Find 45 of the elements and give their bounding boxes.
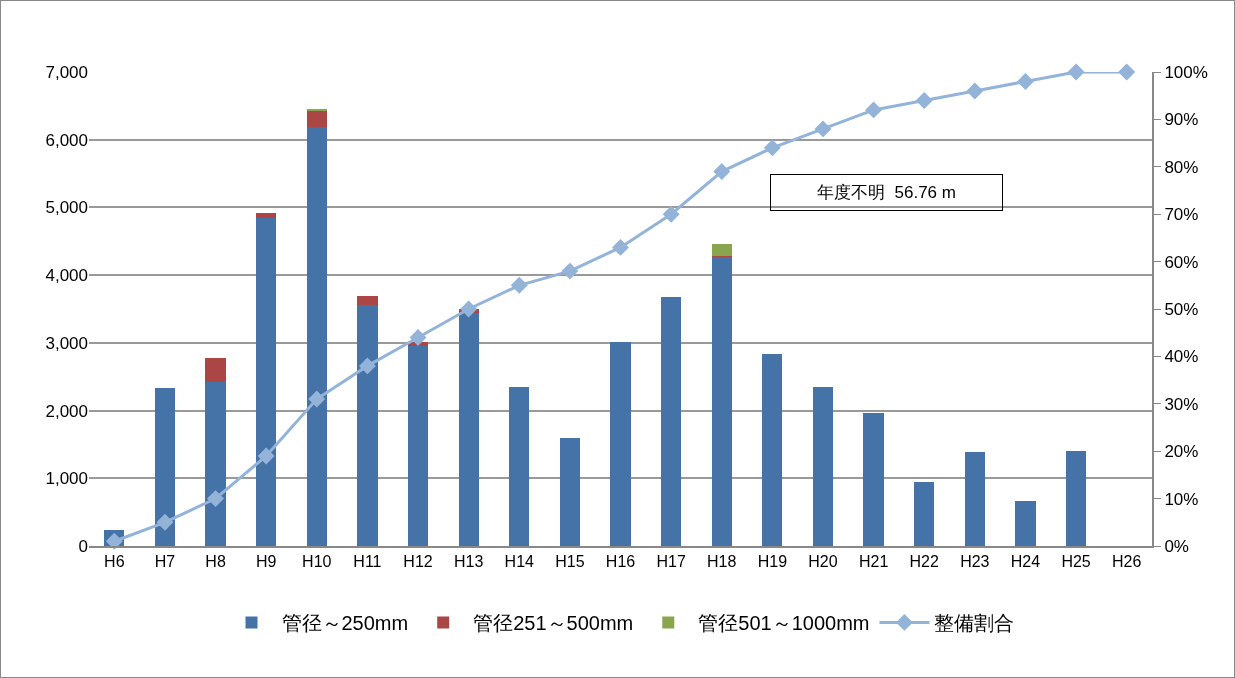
legend-label: 管径251～500mm (473, 612, 634, 635)
y-tick-label: 0 (78, 536, 88, 556)
x-tick-label: H14 (504, 553, 535, 571)
y-tick-label: 5,000 (45, 198, 88, 218)
y2-tick-label: 90% (1164, 110, 1199, 130)
y2-tick-label: 40% (1164, 347, 1199, 367)
x-tick-label: H16 (605, 553, 636, 571)
y2-tick-label: 80% (1164, 157, 1199, 177)
x-tick-label: H6 (104, 553, 125, 571)
x-tick-label: H19 (757, 553, 788, 571)
x-tick-label: H9 (255, 553, 277, 571)
x-tick-label: H11 (353, 553, 382, 571)
x-tick-label: H25 (1061, 553, 1091, 571)
x-tick-label: H23 (960, 553, 990, 571)
x-tick-label: H21 (858, 553, 889, 571)
x-tick-label: H20 (808, 553, 838, 571)
y2-tick-label: 50% (1164, 299, 1199, 319)
y-tick-label: 1,000 (45, 469, 88, 489)
y2-tick-label: 20% (1164, 442, 1199, 462)
x-tick-label: H18 (707, 553, 737, 571)
x-tick-label: H8 (205, 553, 226, 571)
x-tick-label: H26 (1112, 553, 1142, 571)
x-tick-label: H12 (403, 553, 433, 571)
y-tick-label: 4,000 (45, 266, 88, 286)
x-tick-label: H13 (453, 553, 484, 571)
x-tick-label: H10 (302, 553, 332, 571)
y-tick-label: 3,000 (45, 333, 88, 353)
y-tick-label: 7,000 (45, 62, 88, 82)
legend-label: 整備割合 (934, 612, 1015, 635)
y2-tick-label: 70% (1164, 205, 1199, 225)
y2-tick-label: 60% (1164, 252, 1199, 272)
y2-tick-label: 0% (1164, 536, 1189, 556)
y2-tick-label: 30% (1164, 394, 1199, 414)
legend-label: 管径501～1000mm (698, 612, 870, 635)
annotation: 年度不明 56.76 m (817, 183, 956, 202)
y2-tick-label: 100% (1164, 62, 1208, 82)
x-tick-label: H15 (555, 553, 585, 571)
y-tick-label: 6,000 (45, 130, 88, 150)
x-tick-label: H17 (656, 553, 686, 571)
y2-tick-label: 10% (1164, 489, 1199, 509)
legend-label: 管径～250mm (281, 612, 409, 635)
y-tick-label: 2,000 (45, 401, 88, 421)
x-tick-label: H7 (154, 553, 176, 571)
x-tick-label: H24 (1010, 553, 1041, 571)
x-tick-label: H22 (909, 553, 939, 571)
